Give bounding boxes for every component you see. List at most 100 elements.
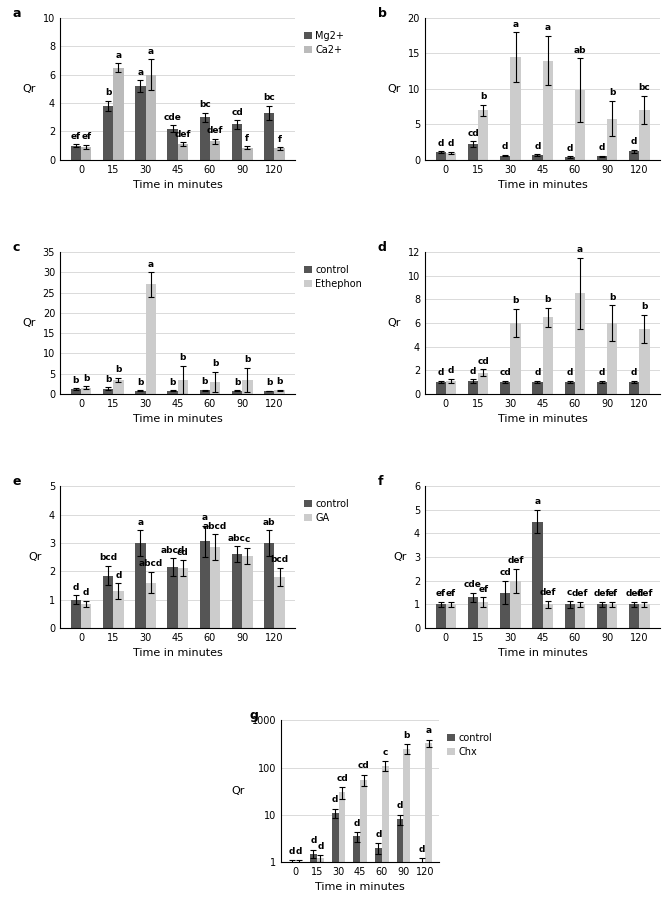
Bar	[135, 391, 145, 394]
Text: bcd: bcd	[271, 555, 289, 564]
Bar	[81, 147, 91, 160]
Bar	[500, 593, 510, 628]
Text: bc: bc	[638, 84, 650, 92]
Bar	[145, 75, 156, 160]
Text: ef: ef	[71, 132, 81, 141]
Bar	[167, 128, 177, 160]
Bar	[145, 285, 156, 394]
Bar	[564, 157, 575, 160]
Bar	[71, 600, 81, 628]
Bar	[597, 156, 607, 160]
Bar	[103, 576, 113, 628]
Text: def: def	[540, 588, 556, 597]
Text: b: b	[378, 6, 387, 20]
Text: d: d	[418, 845, 425, 854]
Bar	[418, 862, 425, 898]
Text: b: b	[115, 365, 121, 374]
Text: a: a	[137, 68, 143, 77]
Bar	[232, 124, 242, 160]
Text: d: d	[470, 366, 476, 375]
Bar	[532, 382, 543, 394]
Text: d: d	[599, 368, 605, 377]
Text: cd: cd	[478, 357, 489, 365]
X-axis label: Time in minutes: Time in minutes	[133, 648, 223, 658]
Bar	[639, 329, 650, 394]
Text: d: d	[354, 819, 360, 828]
Bar	[575, 91, 585, 160]
Bar	[288, 862, 295, 898]
Text: cd: cd	[358, 762, 370, 770]
Text: ab: ab	[574, 46, 586, 55]
Text: d: d	[448, 366, 454, 375]
Text: b: b	[234, 378, 240, 387]
Text: a: a	[426, 726, 432, 735]
Bar	[510, 581, 521, 628]
Text: bcd: bcd	[99, 553, 117, 562]
Legend: control, GA: control, GA	[303, 498, 350, 524]
Text: g: g	[249, 709, 259, 722]
Text: ef: ef	[607, 589, 617, 598]
Text: f: f	[245, 134, 249, 143]
Y-axis label: Qr: Qr	[231, 786, 245, 797]
Text: a: a	[137, 517, 143, 526]
Bar	[113, 591, 123, 628]
Text: ab: ab	[263, 517, 275, 526]
Bar	[500, 155, 510, 160]
Bar	[295, 862, 302, 898]
Text: cd: cd	[231, 108, 243, 117]
Bar	[575, 604, 585, 628]
Bar	[543, 60, 553, 160]
Text: d: d	[631, 368, 638, 377]
Text: bc: bc	[199, 101, 211, 110]
Text: abcd: abcd	[203, 522, 227, 531]
Y-axis label: Qr: Qr	[387, 84, 400, 94]
Text: b: b	[244, 355, 251, 364]
Text: b: b	[544, 295, 551, 304]
Text: b: b	[201, 377, 208, 386]
Text: d: d	[534, 368, 541, 377]
Text: def: def	[594, 589, 610, 598]
Text: b: b	[137, 378, 143, 387]
Text: a: a	[115, 51, 121, 60]
Text: d: d	[502, 142, 508, 152]
Bar	[177, 380, 188, 394]
Text: d: d	[438, 368, 444, 377]
X-axis label: Time in minutes: Time in minutes	[498, 648, 588, 658]
Text: b: b	[266, 378, 272, 387]
Text: bc: bc	[263, 93, 275, 102]
Text: ef: ef	[478, 585, 488, 594]
Text: cde: cde	[163, 112, 181, 121]
Text: f: f	[378, 475, 384, 488]
Text: b: b	[480, 92, 486, 101]
Text: b: b	[404, 731, 410, 740]
Text: d: d	[599, 143, 605, 152]
Text: abcd: abcd	[139, 559, 163, 568]
Bar	[597, 382, 607, 394]
Bar	[532, 154, 543, 160]
Text: def: def	[626, 589, 642, 598]
Text: def: def	[508, 557, 524, 566]
Bar	[274, 577, 285, 628]
Bar	[177, 568, 188, 628]
Bar	[500, 382, 510, 394]
Bar	[113, 380, 123, 394]
Text: c: c	[245, 535, 250, 544]
Bar	[360, 779, 367, 898]
Text: ef: ef	[81, 132, 91, 141]
Bar	[375, 848, 382, 898]
Bar	[81, 388, 91, 394]
Bar	[382, 765, 389, 898]
Text: b: b	[73, 375, 79, 384]
Bar	[404, 749, 410, 898]
Bar	[103, 389, 113, 394]
Text: cd: cd	[336, 774, 348, 783]
Text: b: b	[276, 377, 283, 386]
Bar	[210, 141, 220, 160]
Text: d: d	[375, 830, 382, 839]
Text: abc: abc	[228, 533, 246, 542]
Bar	[629, 152, 639, 160]
X-axis label: Time in minutes: Time in minutes	[133, 414, 223, 425]
Text: b: b	[105, 374, 111, 383]
Bar	[210, 382, 220, 394]
Bar	[597, 604, 607, 628]
